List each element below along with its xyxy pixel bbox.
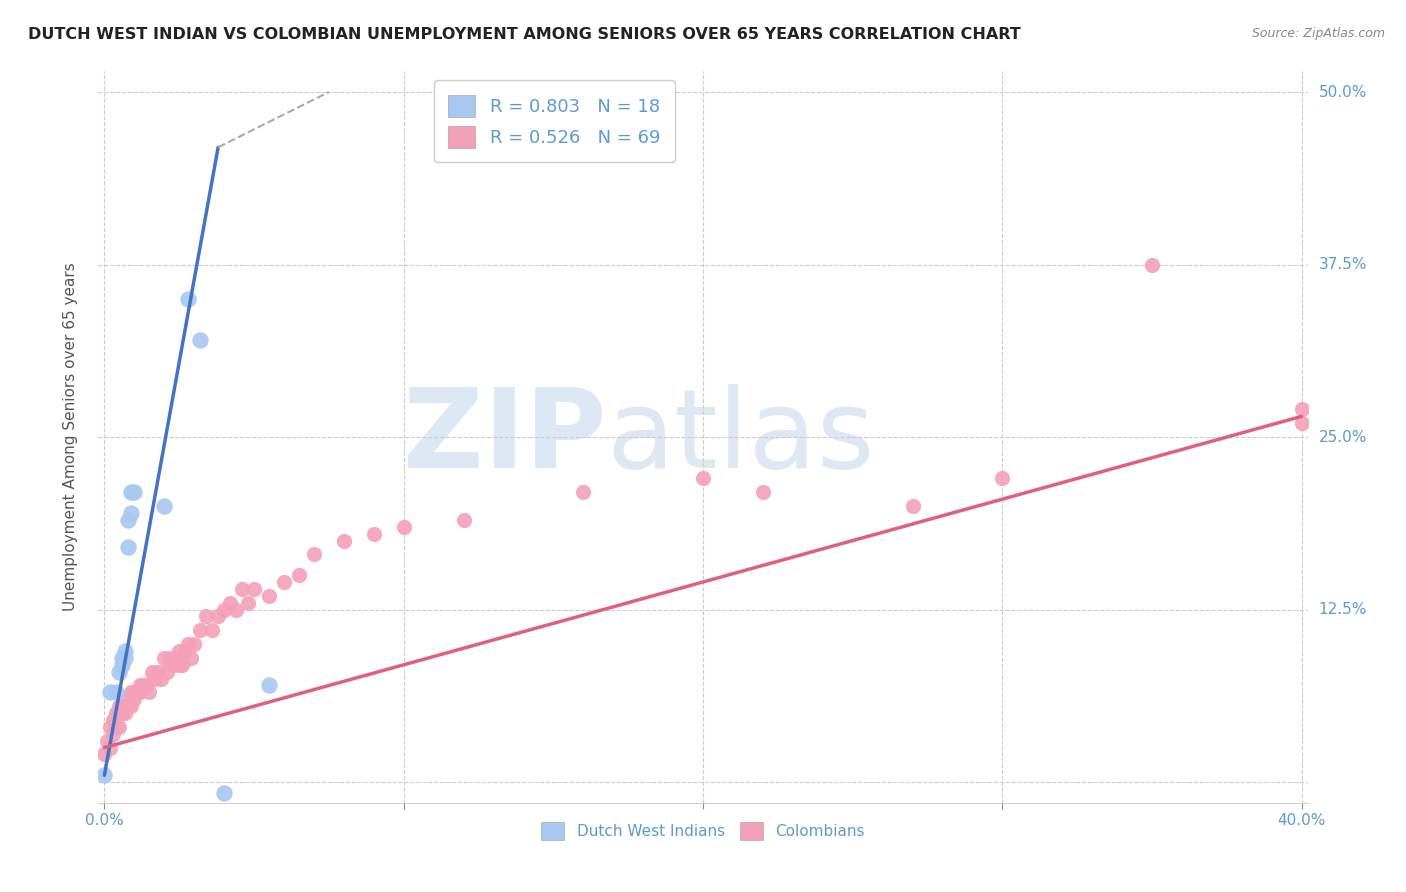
Point: [333, 533, 356, 548]
Point: [111, 657, 134, 672]
Point: [156, 665, 179, 679]
Point: [453, 513, 475, 527]
Point: [120, 699, 142, 714]
Point: [1291, 402, 1313, 417]
Y-axis label: Unemployment Among Seniors over 65 years: Unemployment Among Seniors over 65 years: [63, 263, 77, 611]
Point: [212, 602, 235, 616]
Point: [167, 657, 190, 672]
Point: [172, 657, 194, 672]
Point: [100, 685, 122, 699]
Legend: Dutch West Indians, Colombians: Dutch West Indians, Colombians: [536, 815, 870, 847]
Point: [195, 609, 218, 624]
Point: [135, 678, 157, 692]
Text: atlas: atlas: [606, 384, 875, 491]
Point: [236, 596, 259, 610]
Point: [138, 685, 160, 699]
Point: [105, 706, 128, 720]
Point: [148, 665, 170, 679]
Point: [392, 520, 415, 534]
Point: [132, 678, 155, 692]
Point: [93, 747, 115, 762]
Point: [124, 685, 146, 699]
Point: [108, 665, 131, 679]
Point: [124, 485, 146, 500]
Point: [201, 624, 224, 638]
Point: [117, 541, 139, 555]
Text: Source: ZipAtlas.com: Source: ZipAtlas.com: [1251, 27, 1385, 40]
Point: [231, 582, 253, 596]
Point: [752, 485, 775, 500]
Point: [363, 526, 385, 541]
Text: 12.5%: 12.5%: [1319, 602, 1367, 617]
Point: [117, 692, 139, 706]
Point: [111, 651, 134, 665]
Point: [288, 568, 311, 582]
Point: [1291, 417, 1313, 431]
Point: [117, 513, 139, 527]
Point: [177, 292, 200, 306]
Point: [572, 485, 595, 500]
Point: [901, 499, 924, 513]
Point: [188, 334, 211, 348]
Point: [111, 699, 134, 714]
Point: [114, 706, 136, 720]
Point: [257, 678, 280, 692]
Point: [219, 596, 242, 610]
Point: [120, 685, 142, 699]
Point: [114, 651, 136, 665]
Point: [96, 733, 118, 747]
Point: [143, 672, 166, 686]
Point: [120, 485, 142, 500]
Point: [129, 685, 152, 699]
Text: DUTCH WEST INDIAN VS COLOMBIAN UNEMPLOYMENT AMONG SENIORS OVER 65 YEARS CORRELAT: DUTCH WEST INDIAN VS COLOMBIAN UNEMPLOYM…: [28, 27, 1021, 42]
Point: [120, 506, 142, 520]
Point: [188, 624, 211, 638]
Point: [108, 699, 131, 714]
Text: 25.0%: 25.0%: [1319, 430, 1367, 444]
Point: [93, 768, 115, 782]
Point: [105, 685, 128, 699]
Point: [159, 651, 181, 665]
Text: 50.0%: 50.0%: [1319, 85, 1367, 100]
Point: [174, 644, 197, 658]
Point: [129, 678, 152, 692]
Point: [1140, 258, 1163, 272]
Point: [141, 665, 163, 679]
Point: [692, 471, 714, 485]
Point: [180, 651, 202, 665]
Point: [167, 644, 190, 658]
Text: 37.5%: 37.5%: [1319, 257, 1367, 272]
Point: [273, 574, 295, 589]
Point: [153, 651, 176, 665]
Point: [243, 582, 266, 596]
Point: [105, 720, 128, 734]
Point: [114, 699, 136, 714]
Point: [153, 499, 176, 513]
Point: [117, 699, 139, 714]
Point: [103, 727, 125, 741]
Point: [100, 740, 122, 755]
Point: [991, 471, 1014, 485]
Point: [225, 602, 247, 616]
Point: [177, 637, 200, 651]
Point: [150, 672, 173, 686]
Point: [212, 786, 235, 800]
Point: [111, 706, 134, 720]
Point: [207, 609, 229, 624]
Text: ZIP: ZIP: [404, 384, 606, 491]
Point: [114, 644, 136, 658]
Point: [127, 685, 149, 699]
Point: [108, 720, 131, 734]
Point: [100, 720, 122, 734]
Point: [302, 548, 325, 562]
Point: [103, 713, 125, 727]
Point: [124, 692, 146, 706]
Point: [183, 637, 205, 651]
Point: [257, 589, 280, 603]
Point: [108, 706, 131, 720]
Point: [162, 657, 184, 672]
Point: [165, 651, 187, 665]
